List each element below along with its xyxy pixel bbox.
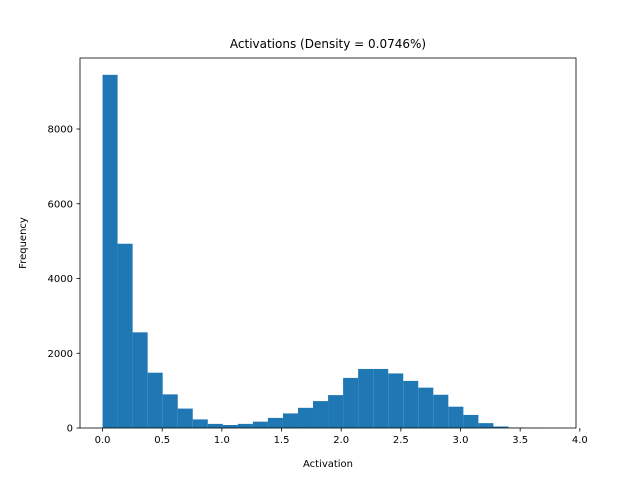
histogram-bar [493,426,509,428]
histogram-bar [313,401,329,428]
histogram-bar [448,406,464,428]
histogram-bar [463,414,479,428]
x-tick-label: 3.0 [453,435,469,446]
histogram-bar [147,372,163,428]
histogram-bar [117,243,133,428]
histogram-bar [373,368,389,428]
x-tick-label: 4.0 [572,435,588,446]
x-tick-label: 0.0 [95,435,111,446]
histogram-bar [478,423,494,428]
histogram-bar [267,417,283,428]
x-tick-label: 0.5 [154,435,170,446]
x-tick-label: 2.5 [393,435,409,446]
plot-frame [79,57,577,429]
y-tick-label: 8000 [48,125,73,136]
y-tick-label: 2000 [48,349,73,360]
histogram-bar [418,387,434,428]
x-axis-ticks: 0.0 0.5 1.0 1.5 2.0 2.5 3.0 3.5 4.0 [95,428,588,446]
histogram-bar [403,380,419,428]
x-tick-label: 2.0 [333,435,349,446]
y-axis-ticks: 0 2000 4000 6000 8000 [48,125,80,435]
histogram-bar [192,419,208,428]
histogram-bar [177,408,193,428]
histogram-bar [132,332,148,428]
x-axis-label: Activation [303,459,353,470]
histogram-bar [297,407,314,428]
y-tick-label: 4000 [48,274,73,285]
histogram-bar [162,394,178,428]
x-tick-label: 1.5 [274,435,290,446]
y-tick-label: 0 [67,424,73,435]
histogram-bar [102,74,118,429]
histogram-bar [252,421,268,428]
histogram-bar [237,423,253,428]
x-tick-label: 1.0 [214,435,230,446]
histogram-bar [282,413,298,428]
histogram-bar [433,394,449,428]
histogram-bar [207,423,223,428]
y-tick-label: 6000 [48,199,73,210]
y-axis-label: Frequency [18,217,29,269]
histogram-bar [328,395,344,428]
histogram-bar [388,373,404,428]
histogram-bar [343,377,359,428]
histogram-bar [222,425,238,428]
chart-title: Activations (Density = 0.0746%) [230,37,426,51]
x-tick-label: 3.5 [512,435,528,446]
bars-group [102,74,539,429]
histogram-bar [358,368,374,428]
